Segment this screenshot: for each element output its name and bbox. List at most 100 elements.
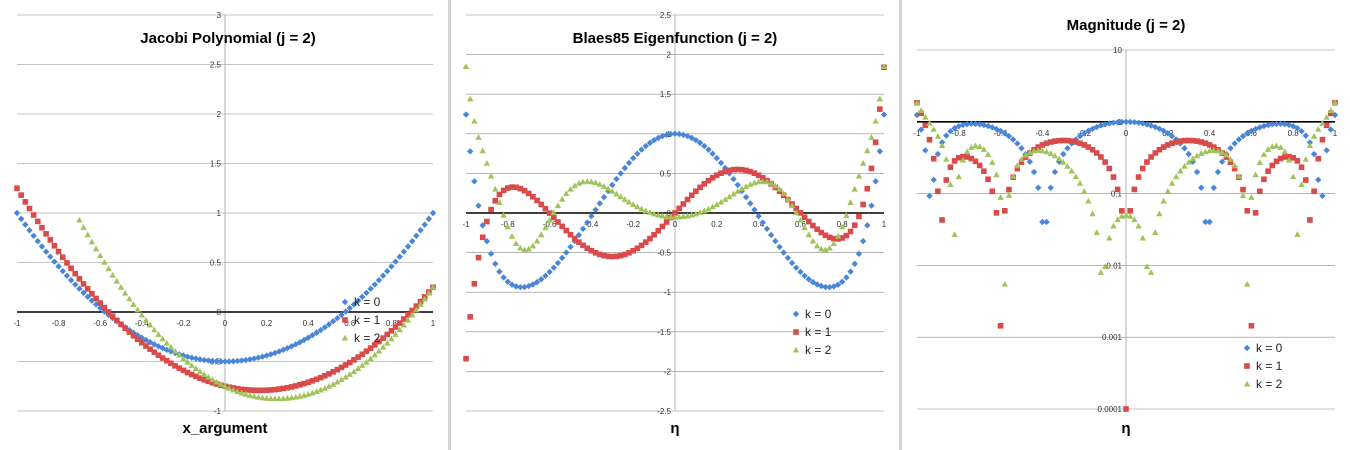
data-point	[613, 175, 620, 183]
data-point	[188, 354, 195, 361]
data-point	[51, 243, 58, 249]
data-point	[205, 357, 212, 364]
data-point	[650, 210, 658, 217]
data-point	[267, 395, 274, 402]
data-point	[34, 238, 41, 245]
y-tick-label: -2.5	[657, 407, 671, 416]
data-point	[876, 95, 884, 102]
legend-marker	[1243, 344, 1251, 352]
data-point	[872, 178, 879, 185]
x-tick-label: -0.6	[543, 220, 557, 229]
x-tick-label: 0	[1124, 129, 1129, 138]
data-point	[1185, 158, 1192, 165]
data-point	[1194, 138, 1200, 144]
data-point	[772, 237, 779, 245]
x-tick-label: -0.6	[93, 319, 107, 328]
data-point	[517, 244, 524, 251]
data-point	[822, 283, 829, 291]
data-point	[47, 253, 54, 260]
x-tick-label: 0	[673, 220, 678, 229]
data-point	[487, 250, 495, 258]
data-point	[747, 200, 754, 207]
data-point	[26, 227, 33, 234]
data-point	[655, 227, 662, 234]
data-point	[371, 351, 378, 358]
data-point	[1273, 158, 1280, 165]
data-point	[617, 193, 624, 200]
x-tick-label: 0.2	[261, 319, 273, 328]
data-point	[709, 150, 716, 157]
data-point	[868, 134, 875, 140]
legend-label: k = 2	[805, 343, 832, 357]
data-point	[1210, 147, 1217, 153]
data-point	[168, 360, 174, 367]
data-point	[1081, 187, 1088, 194]
data-point	[659, 212, 666, 219]
data-point	[151, 326, 158, 333]
data-point	[193, 373, 199, 380]
data-point	[309, 378, 316, 384]
data-point	[213, 358, 220, 365]
data-point	[592, 179, 599, 186]
data-point	[793, 205, 800, 212]
panel-separator	[899, 0, 902, 450]
data-point	[275, 395, 283, 402]
data-point	[851, 222, 858, 229]
data-point	[571, 235, 578, 242]
y-tick-label: 0.5	[210, 259, 222, 268]
data-point	[400, 248, 408, 255]
data-point	[163, 339, 170, 346]
data-point	[972, 142, 979, 149]
data-point	[109, 313, 116, 320]
data-point	[759, 174, 766, 181]
data-point	[1193, 152, 1201, 159]
data-point	[67, 276, 75, 284]
data-point	[300, 336, 308, 344]
data-point	[376, 338, 382, 345]
data-point	[822, 246, 829, 253]
data-point	[1077, 140, 1083, 147]
data-point	[1043, 148, 1050, 155]
legend: k = 0 k = 1 k = 2	[341, 295, 381, 345]
blaes85-chart: -2.5-2-1.5-1-0.500.511.522.5-1-0.8-0.6-0…	[462, 11, 888, 437]
data-point	[1206, 142, 1213, 148]
data-point	[329, 318, 337, 325]
data-point	[1068, 138, 1075, 144]
data-point	[993, 210, 1000, 216]
data-point	[505, 185, 511, 191]
data-point	[509, 184, 515, 190]
data-point	[409, 307, 415, 314]
data-point	[500, 187, 507, 194]
data-point	[317, 326, 324, 334]
data-point	[1018, 155, 1025, 162]
y-tick-label: 1.5	[660, 90, 672, 99]
legend-marker	[793, 329, 799, 335]
data-point	[930, 126, 937, 132]
data-point	[26, 205, 33, 212]
data-point	[93, 295, 99, 302]
data-point	[663, 131, 670, 139]
data-point	[238, 389, 245, 396]
data-point	[563, 249, 570, 256]
data-point	[839, 235, 845, 241]
data-point	[538, 201, 545, 208]
data-point	[818, 229, 825, 236]
data-point	[609, 187, 616, 194]
legend-marker	[1243, 380, 1251, 387]
data-point	[276, 386, 282, 392]
data-point	[184, 369, 191, 376]
data-point	[1210, 144, 1217, 150]
data-point	[1139, 165, 1146, 172]
data-point	[1185, 150, 1192, 158]
data-point	[35, 218, 41, 225]
data-point	[592, 206, 599, 214]
data-point	[839, 223, 846, 230]
data-point	[405, 312, 411, 318]
data-point	[80, 281, 87, 287]
data-point	[143, 343, 149, 349]
data-point	[730, 166, 737, 173]
data-point	[500, 211, 507, 218]
data-point	[1060, 158, 1067, 165]
data-point	[776, 243, 783, 251]
data-point	[1206, 218, 1213, 226]
